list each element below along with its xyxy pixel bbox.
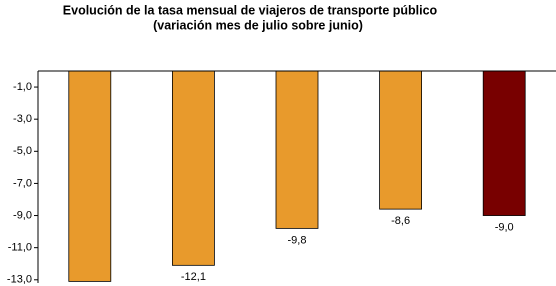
chart-title: Evolución de la tasa mensual de viajeros…	[63, 3, 438, 17]
bar	[68, 70, 112, 282]
y-tick-label: -9,0	[13, 209, 32, 221]
bar	[482, 70, 526, 216]
bar	[275, 70, 319, 229]
bar	[379, 70, 423, 210]
data-label: -8,6	[391, 215, 410, 227]
y-tick-label: -5,0	[13, 145, 32, 157]
y-tick-label: -3,0	[13, 113, 32, 125]
chart-subtitle: (variación mes de julio sobre junio)	[153, 18, 363, 32]
y-tick-label: -1,0	[13, 81, 32, 93]
data-label: -9,8	[288, 234, 307, 246]
y-tick-label: -7,0	[13, 177, 32, 189]
y-tick-label: -13,0	[7, 274, 32, 286]
y-tick-label: -11,0	[8, 242, 32, 254]
bar	[171, 70, 215, 266]
data-label: -12,1	[181, 271, 206, 283]
data-label: -9,0	[495, 221, 514, 233]
